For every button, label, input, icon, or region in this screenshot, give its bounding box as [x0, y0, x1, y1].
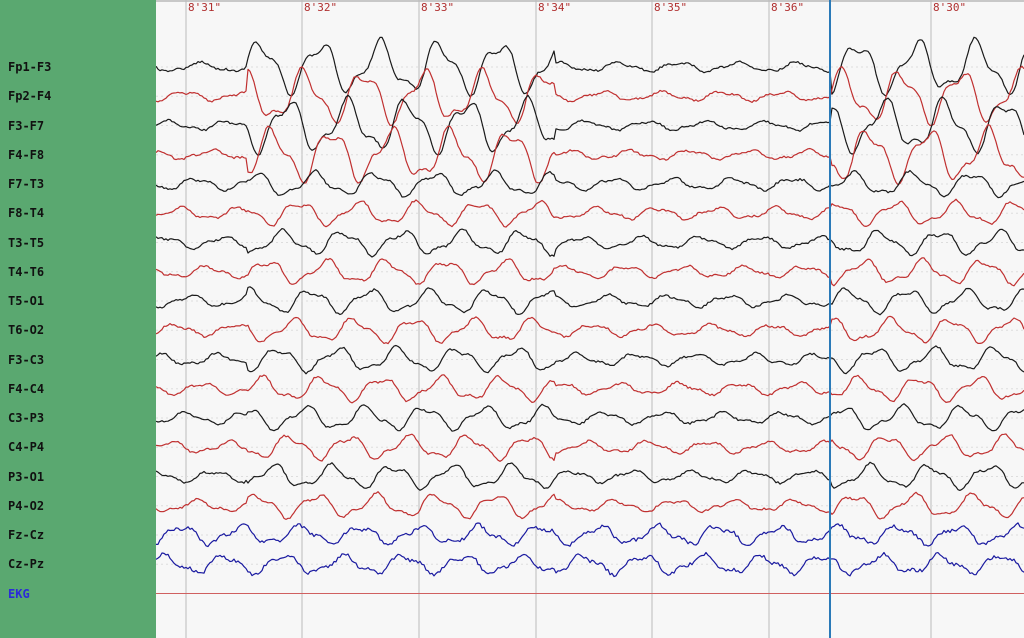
- waveform-f3-f7: [156, 94, 1024, 156]
- channel-label-f7-t3: F7-T3: [8, 177, 45, 191]
- waveform-t3-t5: [156, 228, 1024, 258]
- time-marker: 8'36": [771, 1, 805, 14]
- channel-label-ekg: EKG: [8, 586, 30, 601]
- eeg-waveform-canvas[interactable]: [156, 0, 1024, 638]
- channel-label-f4-c4: F4-C4: [8, 381, 45, 396]
- channel-label-f8-t4: F8-T4: [8, 206, 45, 221]
- waveform-p4-o2: [156, 491, 1024, 520]
- waveform-c4-p4: [156, 433, 1024, 462]
- channel-label-t4-t6: T4-T6: [8, 264, 45, 279]
- time-marker: 8'30": [933, 1, 967, 14]
- waveform-p3-o1: [156, 461, 1024, 491]
- waveform-fp2-f4: [156, 65, 1024, 126]
- time-marker: 8'35": [654, 1, 688, 14]
- time-marker: 8'34": [538, 1, 572, 14]
- waveform-fz-cz: [156, 522, 1024, 548]
- waveform-cz-pz: [156, 551, 1024, 578]
- channel-label-c4-p4: C4-P4: [8, 440, 45, 455]
- waveform-f4-f8: [156, 123, 1024, 186]
- waveform-t6-o2: [156, 315, 1024, 345]
- channel-label-panel: Fp1-F3 Fp2-F4 F3-F7 F4-F8 F7-T3 F8-T4 T3-T5 T4-…: [0, 0, 156, 638]
- time-marker: 8'31": [188, 1, 222, 14]
- waveform-t4-t6: [156, 257, 1024, 287]
- channel-label-t3-t5: T3-T5: [8, 235, 45, 250]
- channel-label-t5-o1: T5-O1: [8, 294, 45, 308]
- waveform-f7-t3: [156, 169, 1024, 199]
- waveform-fp1-f3: [156, 36, 1024, 98]
- channel-label-fz-cz: Fz-Cz: [8, 528, 45, 542]
- waveform-f3-c3: [156, 344, 1024, 375]
- channel-label-p4-o2: P4-O2: [8, 498, 45, 513]
- channel-label-f3-c3: F3-C3: [8, 352, 45, 367]
- channel-label-fp1-f3: Fp1-F3: [8, 60, 52, 74]
- channel-label-c3-p3: C3-P3: [8, 411, 45, 425]
- channel-label-f4-f8: F4-F8: [8, 147, 45, 162]
- time-marker: 8'32": [304, 1, 338, 14]
- channel-label-t6-o2: T6-O2: [8, 323, 45, 338]
- waveform-f8-t4: [156, 198, 1024, 228]
- time-marker: 8'33": [421, 1, 455, 14]
- waveform-c3-p3: [156, 403, 1024, 432]
- waveform-t5-o1: [156, 286, 1024, 316]
- channel-label-cz-pz: Cz-Pz: [8, 557, 45, 572]
- eeg-trace-area[interactable]: 8'31" 8'32" 8'33" 8'34" 8'35" 8'36" 8'30": [156, 0, 1024, 638]
- channel-label-fp2-f4: Fp2-F4: [8, 89, 52, 104]
- channel-label-p3-o1: P3-O1: [8, 469, 45, 484]
- waveform-f4-c4: [156, 374, 1024, 404]
- channel-label-f3-f7: F3-F7: [8, 118, 45, 133]
